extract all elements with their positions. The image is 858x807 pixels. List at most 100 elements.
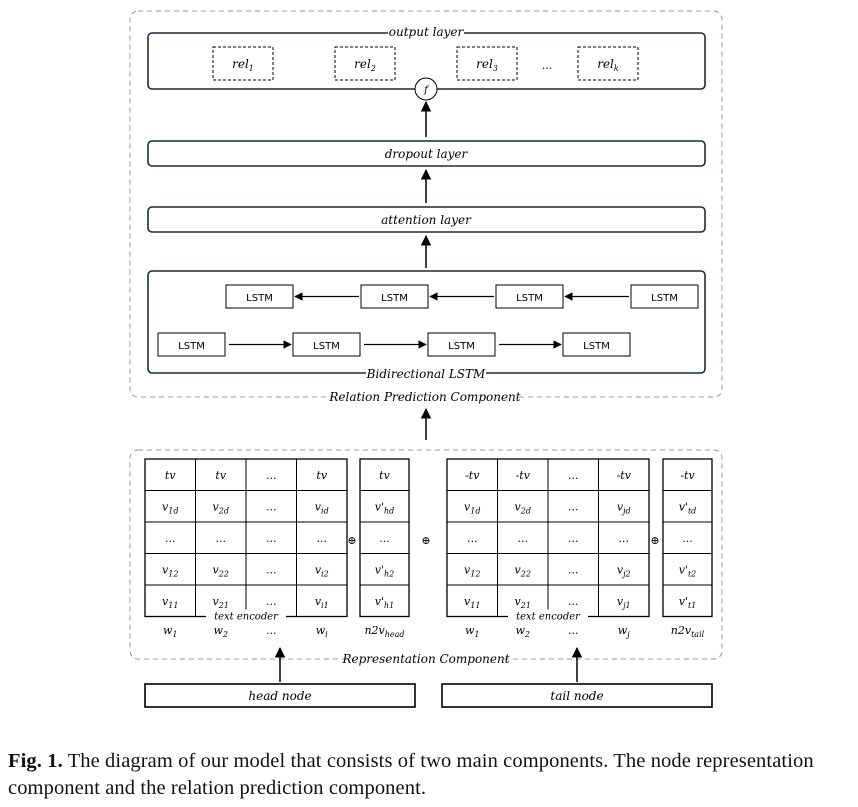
attention-layer-label: attention layer [381, 213, 472, 227]
oplus-head-n2v: ⊕ [347, 534, 356, 547]
head-cell: v11 [162, 595, 178, 610]
tail-cell: ... [568, 595, 579, 608]
head-n2v-cell: ... [379, 532, 390, 545]
dropout-layer [147, 140, 706, 167]
head-cell: ... [266, 500, 277, 513]
head-n2v-cell: tv [379, 469, 390, 482]
rel-box-3 [456, 46, 518, 81]
tail-cell: ... [518, 532, 529, 545]
head-word-label: w1 [163, 624, 178, 639]
head-cell: ... [266, 469, 277, 482]
head-node-label: head node [248, 689, 311, 703]
relation-component-label: Relation Prediction Component [328, 390, 520, 404]
tail-cell: ... [467, 532, 478, 545]
lstm-forward-1 [157, 332, 226, 357]
tail-cell: v12 [464, 563, 480, 578]
tail-cell: v2d [515, 500, 531, 515]
model-diagram: Relation Prediction Component output lay… [129, 10, 723, 708]
dropout-layer-label: dropout layer [385, 147, 469, 161]
lstm-label: LSTM [516, 293, 543, 304]
output-layer: output layer rel1 rel2 rel3 relk ... f [147, 24, 706, 101]
head-cell: tv [165, 469, 176, 482]
head-cell: ... [317, 532, 328, 545]
f-node-label: f [423, 85, 430, 96]
head-n2v-label: n2vhead [364, 624, 404, 639]
tail-cell: ... [568, 532, 579, 545]
lstm-forward-4 [562, 332, 631, 357]
tail-n2v-cell: v't1 [679, 595, 697, 610]
tail-n2v-vector [662, 458, 713, 618]
tail-cell: v1d [464, 500, 480, 515]
lstm-backward-4 [630, 284, 699, 309]
bilstm-label: Bidirectional LSTM [366, 367, 486, 381]
rel-box-label: rel1 [232, 57, 254, 73]
tail-node-box [441, 683, 713, 708]
tail-word-label: w2 [515, 624, 530, 639]
head-cell: vid [315, 500, 329, 515]
head-word-label: w2 [213, 624, 228, 639]
bidirectional-lstm: Bidirectional LSTM LSTM LSTM LSTM LSTM LSTM L… [147, 270, 706, 381]
tail-word-label: wj [618, 624, 630, 639]
head-representation: tv tv... tv v1d v2d... vid......... ... v12 v22.… [144, 458, 410, 639]
head-cell: ... [266, 532, 277, 545]
lstm-label: LSTM [583, 341, 610, 352]
head-n2v-cell: v'hd [375, 500, 395, 515]
head-cell: ... [216, 532, 227, 545]
tail-cell: v11 [464, 595, 480, 610]
lstm-backward-2 [360, 284, 429, 309]
tail-cell: -tv [516, 469, 531, 482]
rel-box-2 [334, 46, 396, 81]
lstm-backward-3 [495, 284, 564, 309]
lstm-label: LSTM [651, 293, 678, 304]
lstm-label: LSTM [246, 293, 273, 304]
tail-n2v-cell: v'td [679, 500, 697, 515]
head-word-label: wi [316, 624, 328, 639]
oplus-middle: ⊕ [421, 534, 430, 547]
tail-cell: vj2 [617, 563, 631, 578]
lstm-label: LSTM [448, 341, 475, 352]
tail-n2v-cell: v't2 [679, 563, 697, 578]
tail-text-encoder-label: text encoder [516, 612, 581, 623]
lstm-label: LSTM [381, 293, 408, 304]
head-cell: v22 [213, 563, 229, 578]
head-cell: v12 [162, 563, 178, 578]
head-cell: ... [266, 595, 277, 608]
rel-box-1 [212, 46, 274, 81]
head-node-box [144, 683, 416, 708]
tail-cell: vj1 [617, 595, 631, 610]
tail-cell: ... [568, 563, 579, 576]
rel-box-label: rel2 [354, 57, 376, 73]
oplus-tail-n2v: ⊕ [650, 534, 659, 547]
head-cell: tv [215, 469, 226, 482]
tail-n2v-cell: ... [682, 532, 693, 545]
tail-cell: vjd [617, 500, 631, 515]
head-cell: vi1 [315, 595, 329, 610]
attention-layer [147, 206, 706, 233]
rel-ellipsis: ... [542, 59, 553, 72]
rel-box-4 [577, 46, 639, 81]
head-cell: v21 [213, 595, 229, 610]
head-text-encoder-label: text encoder [214, 612, 279, 623]
representation-component: Representation Component tv tv... tv v1d v2d… [129, 449, 723, 667]
tail-cell: ... [568, 469, 579, 482]
head-cell: tv [316, 469, 327, 482]
tail-node-label: tail node [550, 689, 603, 703]
tail-cell: -tv [465, 469, 480, 482]
tail-n2v-label: n2vtail [671, 624, 705, 639]
head-n2v-cell: v'h1 [375, 595, 395, 610]
lstm-backward-1 [225, 284, 294, 309]
head-cell: vi2 [315, 563, 329, 578]
lstm-forward-3 [427, 332, 496, 357]
f-node [414, 77, 438, 101]
tail-cell: ... [568, 500, 579, 513]
head-word-label: ... [266, 624, 277, 637]
tail-representation: -tv -tv... -tv v1d v2d... vjd......... ... v12 v… [446, 458, 713, 639]
tail-word-label: w1 [465, 624, 480, 639]
figure-caption: Fig. 1. The diagram of our model that co… [8, 748, 854, 802]
rel-box-label: rel3 [476, 57, 498, 73]
tail-word-label: ... [568, 624, 579, 637]
caption-text: The diagram of our model that consists o… [8, 750, 814, 799]
head-n2v-cell: v'h2 [375, 563, 395, 578]
tail-cell: ... [619, 532, 630, 545]
representation-component-label: Representation Component [341, 652, 509, 666]
